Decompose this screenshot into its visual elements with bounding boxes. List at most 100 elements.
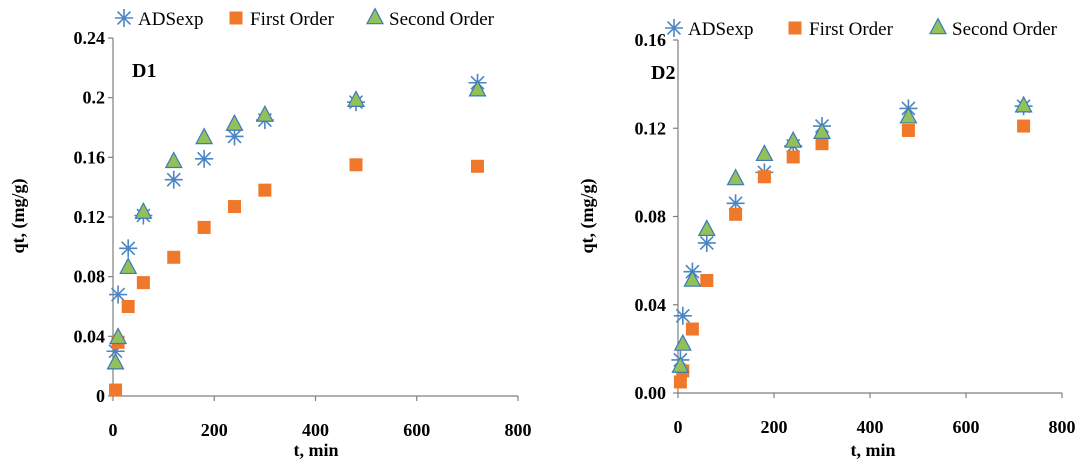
legend-label: Second Order [389,9,495,30]
data-point [134,201,153,219]
y-tick-label: 0.00 [635,383,667,403]
data-point [109,285,128,304]
legend-label: ADSexp [688,19,753,40]
data-point [119,239,138,258]
data-point [726,194,745,213]
x-tick-label: 400 [302,420,329,440]
y-tick-label: 0.2 [83,88,106,108]
data-point [726,168,745,186]
data-point [164,170,183,189]
legend-label: First Order [250,9,335,30]
x-tick-label: 600 [403,420,430,440]
y-tick-label: 0 [96,386,105,406]
x-tick-label: 0 [109,420,118,440]
legend: ADSexp First Order Second Order [665,17,1058,40]
series-first-order [673,119,1031,389]
legend-label: Second Order [952,19,1058,40]
legend-marker [366,7,384,25]
x-tick-label: 600 [953,417,980,437]
y-tick-label: 0.12 [74,207,106,227]
legend: ADSexp First Order Second Order [115,7,495,30]
data-point [671,355,690,373]
panel-label: D2 [651,62,675,84]
data-point [813,122,831,139]
x-axis-title: t, min [294,440,339,460]
data-point [685,322,699,336]
y-tick-label: 0.08 [74,267,106,287]
y-tick-label: 0.24 [74,28,106,48]
panel-label: D1 [132,60,156,82]
data-point [815,137,829,151]
data-point [901,123,915,137]
data-point [255,104,274,122]
series-first-order [109,158,484,397]
data-point-stroke [227,129,242,144]
data-point [757,170,771,184]
data-point-stroke [728,196,743,211]
data-point [225,113,244,131]
data-point [119,257,138,275]
data-point-stroke [166,172,181,187]
y-tick-label: 0.04 [635,295,667,315]
data-point-stroke [699,235,714,251]
y-axis-title: qt, (mg/g) [8,179,29,254]
data-point [349,158,363,172]
data-point [109,327,128,345]
legend-marker [929,17,947,35]
data-point [195,127,214,145]
y-axis-title: qt, (mg/g) [577,179,598,254]
data-point [167,250,181,264]
data-point [106,352,125,370]
x-tick-label: 0 [674,417,683,437]
x-tick-label: 800 [1049,417,1076,437]
data-point-stroke [111,287,126,302]
legend-marker [115,9,133,27]
data-point [697,233,716,252]
data-point-stroke [121,241,136,256]
data-point [1014,95,1033,113]
data-point [755,144,774,162]
data-point [109,383,123,397]
y-tick-label: 0.16 [74,147,106,167]
data-point [673,333,692,351]
data-point [197,220,211,234]
x-axis-title: t, min [851,440,896,460]
data-point [697,219,716,237]
legend-marker [229,11,243,25]
legend-marker [788,21,802,35]
data-point [729,207,743,221]
legend-marker-stroke [666,20,682,36]
data-point [700,273,714,287]
data-point [228,200,241,214]
data-point [673,306,692,325]
legend-marker-stroke [116,10,132,26]
x-tick-label: 800 [505,420,532,440]
x-tick-label: 400 [857,417,884,437]
data-point [784,130,803,148]
chart-panel-2: 0.00 0.04 0.08 0.12 0.16 0 200 400 600 800 t, min q… [577,17,1076,460]
y-tick-label: 0.16 [635,30,667,50]
data-point [121,300,135,313]
legend-marker [665,19,683,37]
legend-label: ADSexp [138,9,203,30]
data-point [786,150,800,164]
series-second-order [106,79,487,370]
data-point [899,106,918,124]
chart-panel-1: 0 0.04 0.08 0.12 0.16 0.2 0.24 0 200 400 600 800 t, … [8,7,532,460]
data-point-stroke [197,151,212,166]
x-tick-label: 200 [201,420,228,440]
data-point [258,183,272,197]
x-tick-label: 200 [761,417,788,437]
data-point [1017,119,1031,133]
y-tick-label: 0.04 [74,326,106,346]
data-point [164,151,183,169]
data-point [683,269,702,287]
data-point [468,79,487,97]
series-second-order [671,95,1033,373]
data-point-stroke [675,308,690,323]
data-point [471,159,484,173]
data-point [136,276,150,290]
series-adsexp [106,73,487,361]
y-tick-label: 0.08 [635,207,667,227]
